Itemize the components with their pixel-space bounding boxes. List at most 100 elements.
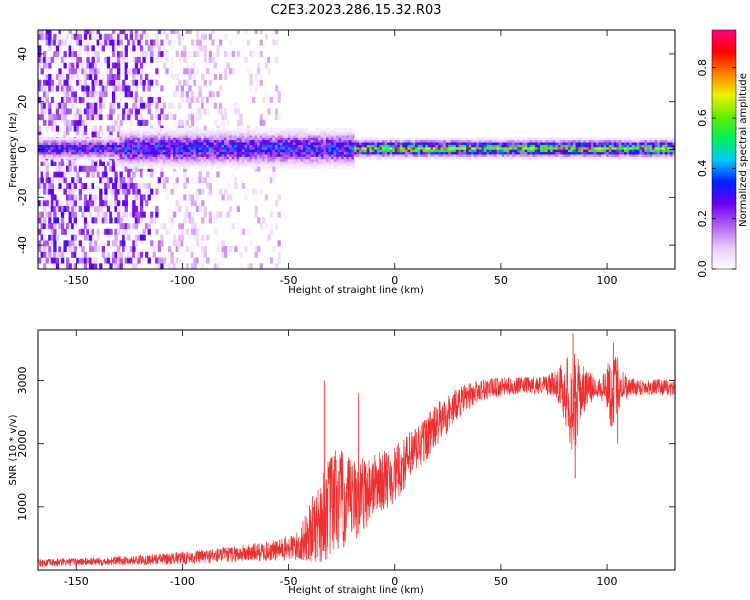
heatmap-cell: [466, 144, 470, 148]
heatmap-cell: [369, 151, 373, 155]
heatmap-cell: [621, 144, 625, 148]
heatmap-cell: [66, 73, 70, 80]
heatmap-cell: [504, 137, 508, 141]
heatmap-cell: [213, 147, 218, 150]
heatmap-cell: [331, 156, 335, 160]
heatmap-cell: [394, 151, 399, 155]
heatmap-cell: [216, 171, 220, 178]
heatmap-cell: [137, 132, 141, 136]
heatmap-cell: [208, 156, 213, 160]
heatmap-cell: [127, 144, 131, 148]
heatmap-cell: [45, 154, 49, 157]
heatmap-cell: [83, 171, 88, 178]
heatmap-cell: [308, 161, 312, 165]
heatmap-cell: [631, 139, 635, 143]
heatmap-cell: [522, 149, 526, 153]
heatmap-cell: [147, 217, 151, 224]
heatmap-cell: [94, 79, 98, 86]
heatmap-cell: [435, 147, 439, 150]
heatmap-cell: [669, 156, 674, 160]
heatmap-cell: [578, 139, 582, 143]
heatmap-cell: [114, 142, 118, 145]
heatmap-cell: [252, 188, 256, 195]
heatmap-cell: [55, 125, 60, 132]
heatmap-cell: [60, 223, 65, 230]
heatmap-cell: [616, 137, 620, 141]
heatmap-cell: [50, 257, 55, 264]
heatmap-cell: [145, 130, 149, 133]
heatmap-cell: [211, 56, 215, 63]
heatmap-cell: [305, 139, 309, 143]
heatmap-cell: [83, 257, 88, 264]
heatmap-cell: [608, 156, 613, 160]
heatmap-cell: [221, 147, 225, 150]
heatmap-cell: [60, 160, 65, 167]
heatmap-cell: [412, 154, 416, 157]
heatmap-cell: [267, 154, 271, 157]
heatmap-cell: [170, 251, 174, 258]
heatmap-cell: [320, 151, 325, 155]
heatmap-cell: [494, 144, 498, 148]
heatmap-cell: [667, 139, 671, 143]
heatmap-cell: [333, 130, 337, 133]
heatmap-cell: [463, 142, 467, 145]
heatmap-cell: [310, 149, 314, 153]
heatmap-cell: [626, 139, 630, 143]
heatmap-cell: [323, 132, 327, 136]
heatmap-cell: [114, 200, 118, 207]
heatmap-cell: [481, 154, 485, 157]
heatmap-cell: [71, 62, 75, 69]
heatmap-cell: [58, 251, 62, 258]
heatmap-cell: [71, 33, 75, 40]
heatmap-cell: [178, 149, 182, 153]
heatmap-cell: [310, 156, 314, 160]
heatmap-cell: [157, 45, 162, 52]
heatmap-cell: [277, 130, 281, 133]
heatmap-cell: [455, 156, 460, 160]
heatmap-cell: [137, 130, 141, 133]
heatmap-cell: [43, 119, 47, 126]
heatmap-cell: [338, 156, 342, 160]
heatmap-cell: [132, 73, 136, 80]
heatmap-cell: [473, 139, 478, 143]
heatmap-cell: [338, 163, 342, 167]
heatmap-cell: [101, 85, 105, 92]
heatmap-cell: [48, 33, 52, 40]
heatmap-cell: [313, 154, 317, 157]
heatmap-cell: [654, 144, 658, 148]
heatmap-cell: [302, 163, 307, 167]
heatmap-cell: [73, 263, 77, 269]
heatmap-cell: [165, 147, 169, 150]
heatmap-cell: [631, 142, 635, 145]
heatmap-cell: [481, 137, 485, 141]
heatmap-cell: [38, 131, 42, 138]
heatmap-cell: [183, 79, 187, 86]
heatmap-cell: [193, 156, 197, 160]
heatmap-cell: [356, 156, 360, 160]
heatmap-cell: [43, 159, 47, 162]
heatmap-cell: [234, 163, 238, 167]
heatmap-cell: [616, 147, 620, 150]
heatmap-cell: [157, 257, 162, 264]
heatmap-cell: [173, 151, 177, 155]
heatmap-cell: [662, 144, 666, 148]
heatmap-cell: [448, 139, 452, 143]
heatmap-cell: [132, 149, 136, 153]
heatmap-cell: [53, 194, 57, 201]
heatmap-cell: [262, 139, 266, 143]
heatmap-cell: [142, 102, 146, 109]
heatmap-cell: [669, 139, 674, 143]
heatmap-cell: [315, 127, 320, 131]
heatmap-cell: [422, 137, 427, 141]
heatmap-cell: [578, 149, 582, 153]
heatmap-cell: [598, 151, 602, 155]
heatmap-cell: [616, 139, 620, 143]
heatmap-cell: [644, 142, 648, 145]
heatmap-cell: [139, 45, 144, 52]
heatmap-cell: [203, 147, 207, 150]
heatmap-cell: [252, 163, 256, 167]
heatmap-cell: [101, 251, 105, 258]
heatmap-cell: [43, 147, 47, 150]
heatmap-cell: [249, 139, 253, 143]
heatmap-cell: [562, 156, 567, 160]
